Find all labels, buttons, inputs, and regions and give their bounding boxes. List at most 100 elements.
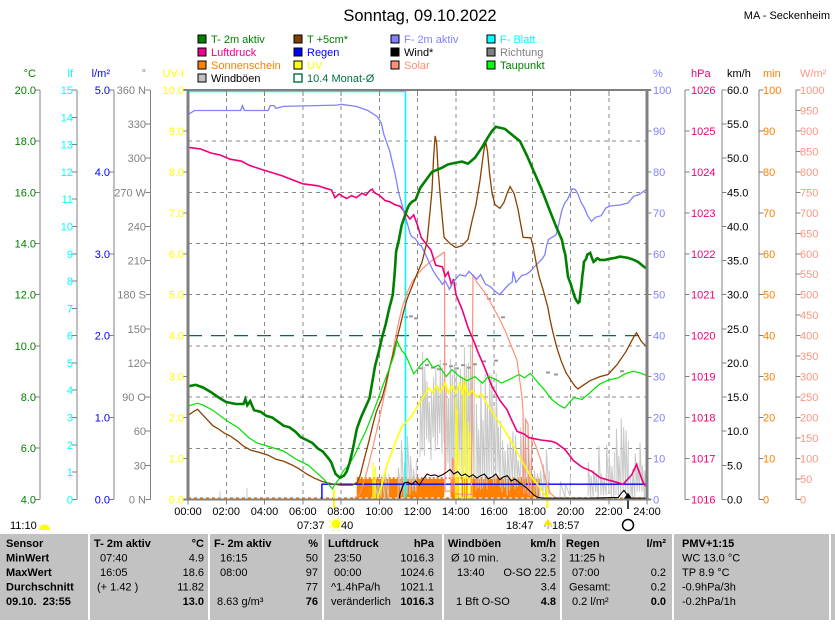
svg-text:200: 200 xyxy=(800,413,818,425)
svg-text:Richtung: Richtung xyxy=(500,47,543,59)
svg-text:300: 300 xyxy=(800,372,818,384)
svg-text:14.0: 14.0 xyxy=(15,239,36,251)
svg-text:15: 15 xyxy=(61,85,73,97)
svg-text:0.0: 0.0 xyxy=(651,596,666,608)
svg-text:1.0: 1.0 xyxy=(169,454,184,466)
svg-text:UV-I: UV-I xyxy=(163,68,184,80)
svg-text:90: 90 xyxy=(653,126,665,138)
svg-text:45.0: 45.0 xyxy=(727,187,748,199)
svg-text:240: 240 xyxy=(128,222,146,234)
svg-text:km/h: km/h xyxy=(530,538,556,550)
svg-text:2.0: 2.0 xyxy=(169,413,184,425)
svg-text:500: 500 xyxy=(800,290,818,302)
svg-text:5.0: 5.0 xyxy=(95,85,110,97)
svg-text:0: 0 xyxy=(763,494,769,506)
svg-text:16:00: 16:00 xyxy=(480,506,508,518)
svg-text:270 W: 270 W xyxy=(114,187,146,199)
svg-text:lf: lf xyxy=(68,68,74,80)
svg-text:Ø 10 min.: Ø 10 min. xyxy=(451,553,499,565)
svg-text:Wind*: Wind* xyxy=(404,47,434,59)
svg-text:MinWert: MinWert xyxy=(6,553,50,565)
svg-text:10: 10 xyxy=(763,454,775,466)
svg-text:13:40: 13:40 xyxy=(457,567,485,579)
svg-text:50: 50 xyxy=(306,553,318,565)
svg-text:50: 50 xyxy=(653,290,665,302)
svg-text:4.8: 4.8 xyxy=(541,596,556,608)
svg-text:Durchschnitt: Durchschnitt xyxy=(6,582,74,594)
svg-text:0.0: 0.0 xyxy=(95,494,110,506)
svg-text:650: 650 xyxy=(800,228,818,240)
svg-text:1022: 1022 xyxy=(691,249,715,261)
svg-text:20.0: 20.0 xyxy=(15,85,36,97)
svg-text:1019: 1019 xyxy=(691,372,715,384)
svg-text:210: 210 xyxy=(128,256,146,268)
svg-text:18:00: 18:00 xyxy=(518,506,546,518)
svg-text:20:00: 20:00 xyxy=(557,506,585,518)
svg-text:1018: 1018 xyxy=(691,413,715,425)
svg-text:40: 40 xyxy=(341,520,353,532)
svg-text:30: 30 xyxy=(763,372,775,384)
svg-text:^1.4hPa/h: ^1.4hPa/h xyxy=(331,582,380,594)
svg-text:MaxWert: MaxWert xyxy=(6,567,52,579)
svg-text:120: 120 xyxy=(128,358,146,370)
svg-text:8: 8 xyxy=(67,276,73,288)
svg-text:4.0: 4.0 xyxy=(21,494,36,506)
svg-text:Windböen: Windböen xyxy=(448,538,501,550)
svg-text:3.0: 3.0 xyxy=(169,372,184,384)
svg-text:18:47: 18:47 xyxy=(506,520,534,532)
svg-text:4.0: 4.0 xyxy=(169,331,184,343)
svg-text:1024.6: 1024.6 xyxy=(400,567,434,579)
svg-text:250: 250 xyxy=(800,392,818,404)
svg-text:veränderlich: veränderlich xyxy=(331,596,391,608)
svg-text:02:00: 02:00 xyxy=(212,506,240,518)
svg-text:14: 14 xyxy=(61,112,73,124)
svg-text:30.0: 30.0 xyxy=(727,290,748,302)
svg-text:850: 850 xyxy=(800,146,818,158)
svg-text:F- 2m aktiv: F- 2m aktiv xyxy=(214,538,272,550)
svg-text:70: 70 xyxy=(653,208,665,220)
svg-text:13: 13 xyxy=(61,140,73,152)
svg-text:0.2 l/m²: 0.2 l/m² xyxy=(572,596,609,608)
svg-text:0: 0 xyxy=(653,494,659,506)
svg-text:11: 11 xyxy=(62,194,73,206)
svg-text:18:57: 18:57 xyxy=(552,520,580,532)
svg-text:25.0: 25.0 xyxy=(727,324,748,336)
svg-text:60.0: 60.0 xyxy=(727,85,748,97)
svg-text:Sonntag, 09.10.2022: Sonntag, 09.10.2022 xyxy=(343,7,496,25)
svg-text:20: 20 xyxy=(763,413,775,425)
svg-text:10.4 Monat-Ø: 10.4 Monat-Ø xyxy=(307,73,375,85)
svg-text:%: % xyxy=(308,538,318,550)
svg-text:km/h: km/h xyxy=(727,68,751,80)
svg-text:10.0: 10.0 xyxy=(15,341,36,353)
svg-text:7.0: 7.0 xyxy=(169,208,184,220)
svg-text:1000: 1000 xyxy=(800,85,824,97)
svg-text:0.2: 0.2 xyxy=(651,567,666,579)
svg-text:1025: 1025 xyxy=(691,126,715,138)
svg-text:l/m²: l/m² xyxy=(646,538,666,550)
svg-text:8.0: 8.0 xyxy=(21,392,36,404)
svg-text:350: 350 xyxy=(800,351,818,363)
svg-text:1016: 1016 xyxy=(691,494,715,506)
svg-text:°C: °C xyxy=(24,68,36,80)
svg-text:10.0: 10.0 xyxy=(727,426,748,438)
svg-text:100: 100 xyxy=(800,454,818,466)
svg-text:-0.2hPa/1h: -0.2hPa/1h xyxy=(682,596,736,608)
svg-text:600: 600 xyxy=(800,249,818,261)
svg-text:15.0: 15.0 xyxy=(727,392,748,404)
svg-text:360 N: 360 N xyxy=(117,85,146,97)
svg-text:W/m²: W/m² xyxy=(800,68,827,80)
svg-text:UV: UV xyxy=(307,60,323,72)
svg-text:8.63 g/m³: 8.63 g/m³ xyxy=(217,596,264,608)
svg-text:Sonnenschein: Sonnenschein xyxy=(211,60,281,72)
svg-text:23:50: 23:50 xyxy=(334,553,362,565)
svg-text:1016.3: 1016.3 xyxy=(400,596,434,608)
svg-text:450: 450 xyxy=(800,310,818,322)
svg-text:0: 0 xyxy=(67,494,73,506)
svg-text:14:00: 14:00 xyxy=(442,506,470,518)
svg-text:900: 900 xyxy=(800,126,818,138)
svg-text:60: 60 xyxy=(134,426,146,438)
svg-text:04:00: 04:00 xyxy=(251,506,279,518)
svg-text:1020: 1020 xyxy=(691,331,715,343)
svg-text:70: 70 xyxy=(763,208,775,220)
svg-text:10: 10 xyxy=(653,454,665,466)
